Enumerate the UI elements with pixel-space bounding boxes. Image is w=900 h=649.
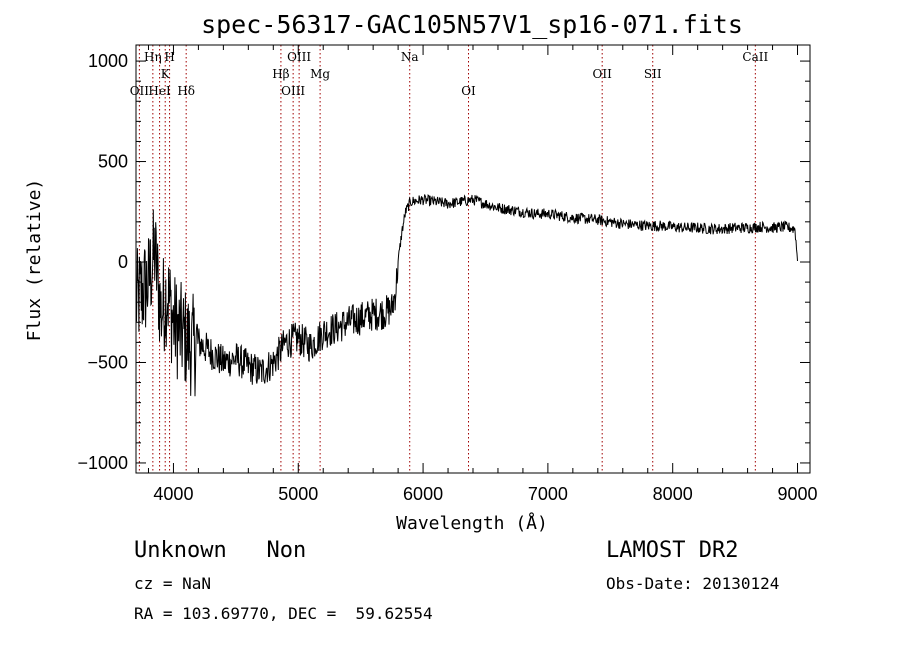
x-tick-label: 5000 bbox=[278, 484, 318, 504]
line-marker-label: Hη bbox=[144, 50, 162, 64]
x-axis: 4000 5000 6000 7000 8000 9000 bbox=[147, 45, 818, 504]
line-marker-label: SII bbox=[644, 67, 662, 81]
line-marker-label: HeI bbox=[148, 84, 171, 98]
x-tick-label: 4000 bbox=[153, 484, 193, 504]
plot-frame bbox=[135, 44, 811, 474]
x-tick-label: 6000 bbox=[403, 484, 443, 504]
line-marker-label: OIII bbox=[287, 50, 311, 64]
line-marker-label: OII bbox=[130, 84, 150, 98]
survey-name: LAMOST DR2 bbox=[606, 538, 739, 563]
y-tick-label: −500 bbox=[87, 352, 128, 372]
line-marker-label: Hδ bbox=[177, 84, 195, 98]
line-marker-label: K bbox=[161, 67, 171, 81]
observation-date: Obs-Date: 20130124 bbox=[606, 574, 780, 593]
y-tick-label: 1000 bbox=[88, 51, 128, 71]
object-class: Unknown Non bbox=[134, 538, 307, 563]
y-tick-label: 500 bbox=[98, 152, 128, 172]
line-marker-label: OII bbox=[593, 67, 613, 81]
x-axis-label: Wavelength (Å) bbox=[396, 512, 548, 534]
emission-line-markers: OII Hη HeI KH Hδ Hβ OIII OIII Mg Na OI OII SII CaII bbox=[130, 45, 768, 473]
y-axis: −1000 −500 0 500 1000 bbox=[77, 51, 810, 473]
y-axis-label: Flux (relative) bbox=[24, 179, 45, 342]
x-tick-label: 9000 bbox=[777, 484, 817, 504]
cz-value: cz = NaN bbox=[134, 574, 212, 593]
ra-dec-coordinates: RA = 103.69770, DEC = 59.62554 bbox=[134, 604, 433, 623]
line-marker-label: H bbox=[164, 50, 174, 64]
line-marker-label: CaII bbox=[742, 50, 768, 64]
x-tick-label: 7000 bbox=[528, 484, 568, 504]
line-marker-label: OIII bbox=[281, 84, 305, 98]
chart-title: spec-56317-GAC105N57V1_sp16-071.fits bbox=[201, 10, 743, 39]
line-marker-label: Mg bbox=[310, 67, 330, 81]
y-tick-label: −1000 bbox=[77, 453, 128, 473]
spectrum-line bbox=[135, 194, 798, 397]
x-tick-label: 8000 bbox=[653, 484, 693, 504]
line-marker-label: Na bbox=[401, 50, 419, 64]
line-marker-label: OI bbox=[461, 84, 476, 98]
line-marker-label: Hβ bbox=[272, 67, 289, 81]
y-tick-label: 0 bbox=[118, 252, 128, 272]
spectrum-series bbox=[135, 194, 798, 397]
